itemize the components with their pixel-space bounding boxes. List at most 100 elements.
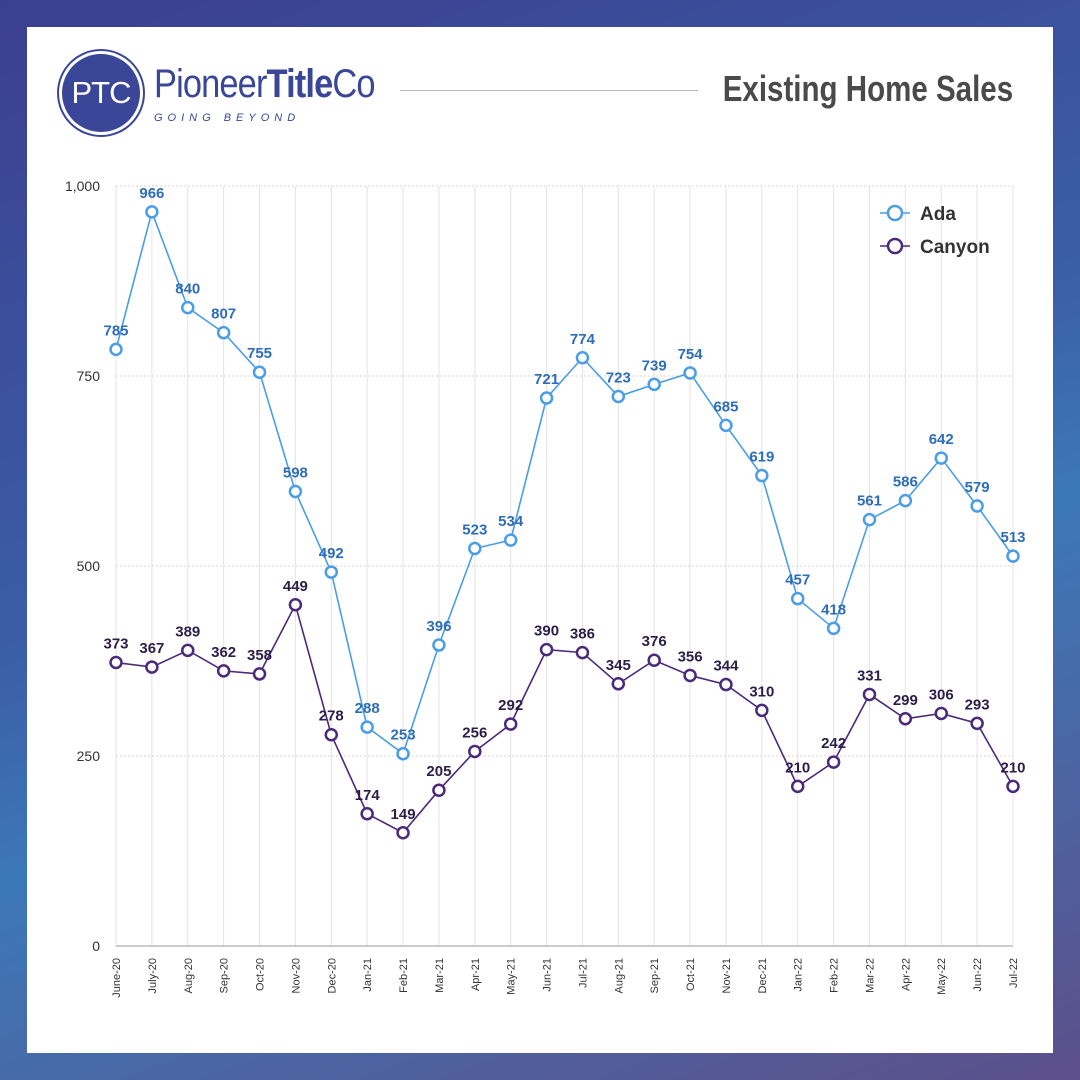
- ada-data-label: 685: [713, 398, 738, 415]
- ada-data-point: [683, 366, 697, 380]
- ada-data-label: 579: [965, 479, 990, 496]
- canyon-data-point: [145, 660, 159, 674]
- canyon-data-point: [360, 807, 374, 821]
- x-tick-label: Oct-21: [685, 958, 697, 991]
- canyon-data-label: 299: [893, 692, 918, 709]
- ada-data-point: [826, 621, 841, 636]
- canyon-data-point: [503, 717, 518, 731]
- canyon-data-point: [719, 677, 733, 692]
- canyon-data-point: [647, 653, 661, 667]
- canyon-data-label: 306: [929, 686, 954, 703]
- x-tick-label: Jan-22: [793, 958, 805, 992]
- x-tick-label: Apr-21: [470, 958, 482, 991]
- x-tick-label: July-20: [147, 958, 159, 993]
- canyon-data-label: 292: [498, 697, 523, 714]
- ada-data-label: 492: [319, 545, 344, 562]
- canyon-data-point: [468, 744, 482, 759]
- ada-data-point: [719, 418, 733, 433]
- ada-data-point: [862, 512, 877, 527]
- brand-regular: Pioneer: [154, 62, 267, 106]
- ada-series-line: [115, 209, 1014, 756]
- canyon-data-point: [611, 677, 626, 691]
- canyon-data-point: [934, 706, 948, 721]
- x-tick-label: Mar-22: [864, 958, 876, 993]
- x-tick-label: May-22: [936, 958, 948, 995]
- ada-data-label: 966: [139, 185, 164, 202]
- ada-data-point: [468, 541, 482, 556]
- ada-data-label: 418: [821, 601, 846, 618]
- ada-data-point: [503, 533, 518, 547]
- ada-data-point: [360, 720, 374, 734]
- title-divider: [400, 90, 698, 91]
- ada-data-point: [934, 451, 948, 465]
- canyon-data-point: [970, 716, 984, 731]
- brand-end: Co: [332, 62, 375, 106]
- canyon-data-label: 344: [713, 658, 739, 675]
- canyon-series-line: [115, 602, 1014, 834]
- brand-tagline: GOING BEYOND: [154, 112, 301, 124]
- canyon-data-label: 331: [857, 667, 882, 684]
- canyon-data-point: [288, 598, 303, 612]
- ada-data-point: [109, 342, 123, 357]
- legend-swatch-marker-canyon: [886, 237, 904, 255]
- page-title: Existing Home Sales: [722, 68, 1013, 109]
- ada-data-point: [1006, 549, 1020, 563]
- canyon-data-label: 362: [211, 644, 236, 661]
- canyon-data-point: [683, 668, 697, 683]
- ada-data-label: 642: [929, 431, 954, 448]
- brand-bold: Title: [266, 62, 334, 106]
- ada-data-label: 561: [857, 493, 882, 510]
- ada-data-label: 840: [175, 281, 200, 298]
- ptc-logo: PTC: [62, 54, 140, 132]
- ada-data-label: 739: [642, 357, 667, 374]
- ada-data-label: 755: [247, 345, 272, 362]
- x-tick-label: Jun-22: [972, 958, 984, 992]
- canyon-data-label: 386: [570, 626, 595, 643]
- x-tick-label: Dec-21: [757, 958, 769, 993]
- x-tick-label: Sep-20: [219, 958, 231, 993]
- ada-data-point: [288, 484, 303, 499]
- canyon-data-label: 345: [606, 657, 631, 674]
- brand-name: PioneerTitleCo: [154, 62, 375, 107]
- canyon-data-label: 367: [139, 640, 164, 657]
- ada-data-label: 723: [606, 370, 631, 387]
- x-tick-label: Feb-22: [829, 958, 841, 993]
- x-tick-label: Mar-21: [434, 958, 446, 993]
- canyon-data-point: [1006, 779, 1020, 794]
- ada-data-point: [790, 591, 805, 606]
- ada-data-label: 721: [534, 371, 559, 388]
- canyon-data-label: 373: [103, 636, 128, 653]
- legend-label-ada: Ada: [920, 204, 956, 225]
- canyon-data-label: 174: [355, 787, 381, 804]
- ada-data-label: 754: [678, 346, 704, 363]
- x-tick-label: Jan-21: [362, 958, 374, 992]
- canyon-data-label: 242: [821, 735, 846, 752]
- canyon-data-point: [575, 645, 590, 660]
- ada-data-point: [970, 499, 984, 513]
- ada-data-point: [755, 468, 769, 483]
- ada-data-label: 396: [426, 618, 451, 635]
- x-tick-label: Feb-21: [398, 958, 410, 993]
- canyon-data-label: 210: [1000, 759, 1025, 776]
- canyon-data-point: [432, 783, 446, 797]
- x-tick-label: Nov-21: [721, 958, 733, 993]
- canyon-data-label: 390: [534, 623, 559, 640]
- ada-data-label: 534: [498, 513, 524, 530]
- ada-data-label: 598: [283, 465, 308, 482]
- x-tick-label: Nov-20: [290, 958, 302, 993]
- canyon-data-label: 278: [319, 708, 344, 725]
- y-tick-label: 1,000: [65, 178, 100, 194]
- canyon-data-point: [862, 687, 877, 702]
- x-tick-label: May-21: [506, 958, 518, 995]
- canyon-data-label: 310: [749, 683, 774, 700]
- canyon-data-label: 149: [391, 806, 416, 823]
- canyon-data-point: [324, 727, 339, 742]
- x-tick-label: Dec-20: [326, 958, 338, 993]
- ada-data-label: 785: [103, 322, 128, 339]
- ada-data-point: [611, 389, 626, 404]
- chart-card: [27, 27, 1053, 1053]
- ada-data-point: [575, 351, 590, 365]
- x-tick-label: June-20: [111, 958, 123, 998]
- x-tick-label: Sep-21: [649, 958, 661, 993]
- legend-swatch-marker-ada: [886, 204, 904, 222]
